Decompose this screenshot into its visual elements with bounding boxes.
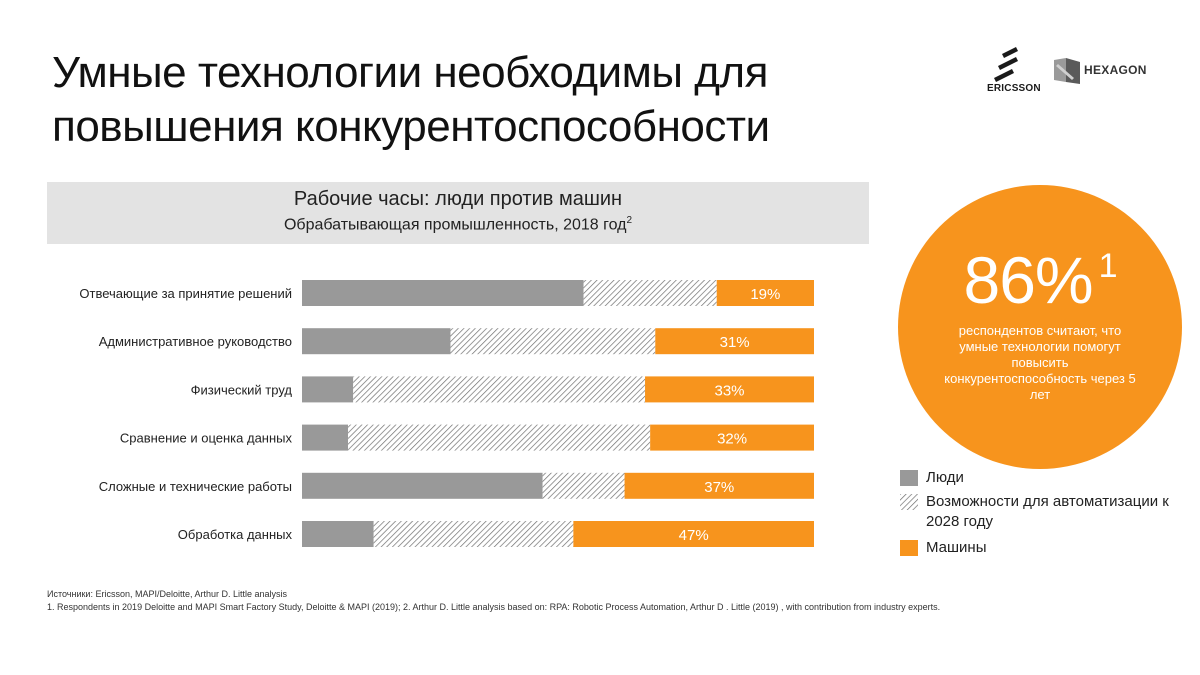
bar-segment-automation (373, 521, 574, 547)
legend-swatch-machines (900, 540, 918, 556)
stacked-bar-chart: Отвечающие за принятие решений 19% Админис… (79, 280, 814, 547)
legend-label-people: Люди (926, 469, 964, 486)
data-label: 31% (720, 334, 750, 351)
category-label: Отвечающие за принятие решений (79, 286, 292, 301)
title-line-2: повышения конкурентоспособности (52, 102, 770, 151)
legend-item-people: Люди (900, 468, 1200, 488)
bar-segment-machines (655, 328, 814, 355)
data-label: 19% (750, 286, 780, 303)
ericsson-logo: ERICSSON (984, 46, 1048, 94)
ericsson-wordmark: ERICSSON (987, 83, 1041, 94)
chart-header: Рабочие часы: люди против машин Обрабаты… (47, 182, 869, 244)
bar-segment-people (302, 328, 451, 355)
page-title: Умные технологии необходимы для повышени… (52, 46, 770, 154)
hexagon-logo: HEXAGON (1052, 56, 1164, 86)
highlight-text: респондентов считают, что умные технолог… (944, 323, 1136, 402)
bar-segment-automation (583, 280, 717, 306)
bar-segment-automation (353, 376, 646, 403)
bar-segment-automation (542, 472, 625, 499)
bar-segment-people (302, 521, 374, 547)
title-line-1: Умные технологии необходимы для (52, 48, 768, 97)
logos: ERICSSON HEXAGON (984, 46, 1164, 96)
bar-segment-automation (450, 328, 656, 355)
category-label: Административное руководство (99, 334, 292, 349)
category-label: Физический труд (191, 382, 293, 397)
bar-segment-machines (716, 280, 814, 306)
bar-segment-people (302, 424, 349, 451)
bar-segment-machines (573, 521, 814, 547)
data-label: 33% (715, 382, 745, 399)
legend-item-machines: Машины (900, 538, 1200, 558)
sources-line-2: 1. Respondents in 2019 Deloitte and MAPI… (47, 602, 941, 612)
chart-subtitle-note: 2 (626, 215, 633, 226)
bar-segment-people (302, 472, 543, 499)
chart-subtitle-row: Обрабатывающая промышленность, 2018 год2 (47, 215, 869, 234)
bar-segment-people (302, 280, 584, 306)
bar-segment-machines (645, 376, 814, 403)
highlight-value-row: 86% 1 (898, 231, 1182, 315)
chart-title: Рабочие часы: люди против машин (293, 188, 623, 210)
bar-segment-machines (624, 472, 814, 499)
legend: Люди Возможности для автоматизации к 202… (900, 468, 1200, 558)
legend-item-automation: Возможности для автоматизации к 2028 год… (900, 492, 1200, 532)
hexagon-mark-icon (1054, 58, 1080, 84)
hexagon-wordmark: HEXAGON (1084, 63, 1147, 77)
category-label: Сложные и технические работы (99, 479, 292, 494)
highlight-note: 1 (1098, 247, 1118, 285)
category-label: Сравнение и оценка данных (120, 431, 293, 446)
chart-subtitle: Обрабатывающая промышленность, 2018 год (283, 216, 627, 234)
category-label: Обработка данных (178, 527, 293, 542)
legend-swatch-automation (900, 494, 918, 510)
bar-segment-people (302, 376, 354, 403)
highlight-circle: 86% 1 респондентов считают, что умные тех… (898, 185, 1182, 469)
bar-segment-machines (650, 424, 814, 451)
sources: Источники: Ericsson, MAPI/Deloitte, Arth… (47, 588, 940, 614)
legend-swatch-people (900, 470, 918, 486)
bar-segment-automation (348, 424, 651, 451)
data-label: 47% (679, 527, 709, 544)
data-label: 37% (704, 479, 734, 496)
highlight-value: 86% (963, 243, 1093, 317)
legend-label-automation: Возможности для автоматизации к 2028 год… (926, 493, 1169, 530)
data-label: 32% (717, 431, 747, 448)
sources-line-1: Источники: Ericsson, MAPI/Deloitte, Arth… (47, 589, 288, 599)
legend-label-machines: Машины (926, 539, 987, 556)
ericsson-mark-icon (994, 47, 1018, 82)
